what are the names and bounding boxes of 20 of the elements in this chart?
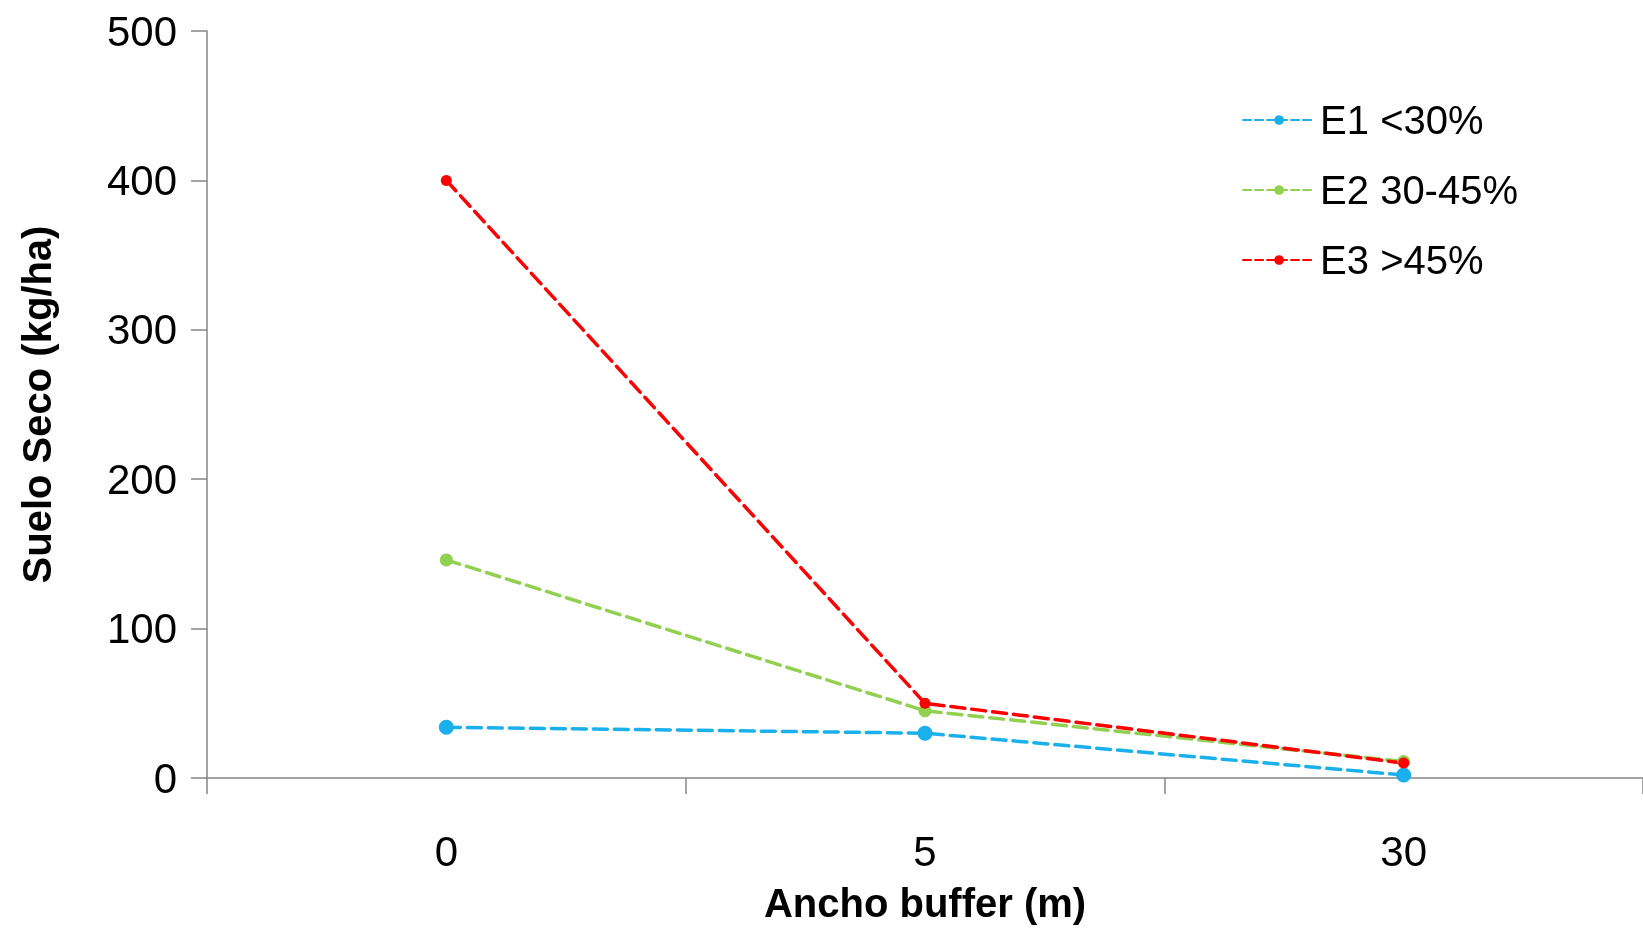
x-tick-label: 30 bbox=[1380, 827, 1428, 875]
point bbox=[919, 697, 931, 709]
point bbox=[438, 719, 454, 735]
y-tick-label: 100 bbox=[106, 605, 177, 653]
y-tick-label: 300 bbox=[106, 306, 177, 354]
y-tick-label: 0 bbox=[153, 754, 177, 802]
x-axis-title: Ancho buffer (m) bbox=[763, 881, 1087, 925]
point bbox=[440, 174, 452, 186]
point bbox=[917, 725, 933, 741]
legend-label: E2 30-45% bbox=[1320, 168, 1519, 212]
legend-label: E1 <30% bbox=[1320, 98, 1484, 142]
y-axis-title: Suelo Seco (kg/ha) bbox=[15, 225, 59, 584]
x-tick-label: 0 bbox=[434, 827, 459, 875]
y-tick-label: 400 bbox=[106, 156, 177, 204]
y-tick-label: 500 bbox=[106, 7, 177, 55]
y-tick-label: 200 bbox=[106, 455, 177, 503]
legend-label: E3 >45% bbox=[1320, 238, 1484, 282]
point bbox=[439, 553, 453, 567]
point bbox=[1396, 767, 1412, 783]
x-tick-label: 5 bbox=[913, 827, 937, 875]
